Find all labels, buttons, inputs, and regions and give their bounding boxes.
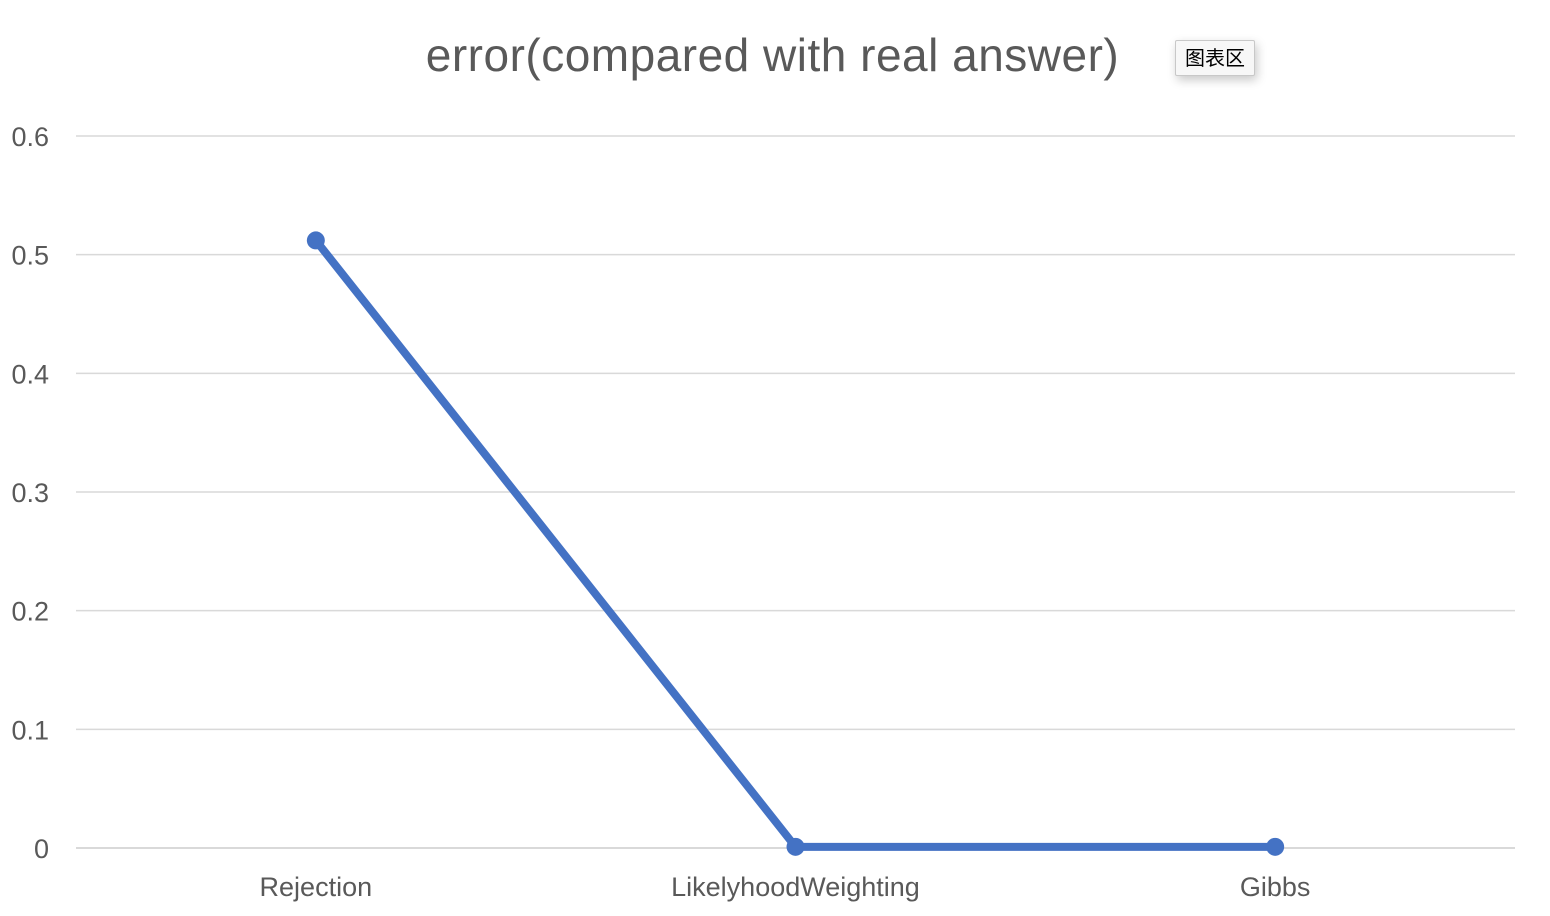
y-tick-label: 0.1 (11, 715, 49, 745)
data-point (306, 231, 325, 250)
gridlines (76, 135, 1515, 849)
x-tick-label: LikelyhoodWeighting (671, 872, 920, 902)
series-error (306, 231, 1285, 856)
y-tick-label: 0.2 (11, 597, 49, 627)
y-tick-label: 0.3 (11, 478, 49, 508)
y-tick-label: 0.4 (11, 359, 49, 389)
x-axis-tick-labels: Rejection LikelyhoodWeighting Gibbs (260, 872, 1311, 902)
data-point (786, 837, 805, 856)
x-tick-label: Gibbs (1240, 872, 1311, 902)
series-line (311, 236, 1280, 851)
data-point (1266, 837, 1285, 856)
y-tick-label: 0.6 (11, 122, 49, 152)
x-tick-label: Rejection (260, 872, 373, 902)
chart-title: error(compared with real answer) (425, 29, 1120, 81)
y-tick-label: 0.5 (11, 241, 49, 271)
y-axis-tick-labels: 0 0.1 0.2 0.3 0.4 0.5 0.6 (11, 122, 49, 864)
y-tick-label: 0 (34, 834, 49, 864)
chart-area-tooltip: 图表区 (1175, 40, 1255, 76)
